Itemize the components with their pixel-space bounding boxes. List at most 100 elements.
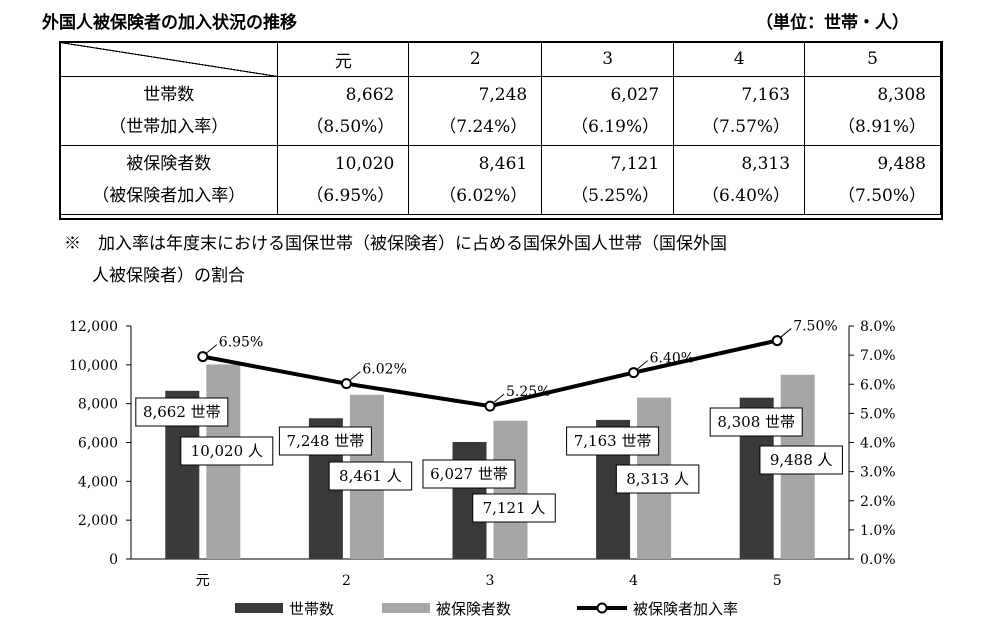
cell-rate: （6.95%） [306, 186, 395, 206]
rate-data-label: 6.40% [650, 351, 694, 367]
bar-label-households: 7,163 世帯 [574, 432, 652, 450]
bar-label-insured: 9,488 人 [770, 451, 833, 469]
cell-rate: （6.02%） [439, 186, 528, 206]
legend-label: 世帯数 [289, 600, 334, 618]
cell-value: 8,308 [877, 85, 926, 105]
bar-label-households: 8,662 世帯 [143, 403, 221, 421]
table-header-row: 元 2 3 4 5 [58, 41, 941, 77]
cell-value: 8,662 [345, 85, 395, 105]
cell-rate: （6.40%） [702, 186, 791, 206]
legend-swatch-insured [382, 603, 430, 613]
row-label-sub: （世帯加入率） [109, 117, 229, 137]
rate-data-label: 5.25% [506, 384, 550, 400]
footnote-line: 人被保険者）の割合 [92, 266, 245, 286]
rate-data-label: 6.02% [362, 362, 406, 378]
table-cell: 8,313 （6.40%） [673, 145, 806, 215]
rate-marker [484, 400, 496, 412]
y-left-tick-label: 4,000 [78, 474, 118, 490]
y-right-tick-label: 6.0% [860, 377, 896, 393]
y-left-tick-label: 6,000 [78, 436, 118, 452]
row-label: 被保険者数 （被保険者加入率） [58, 145, 279, 215]
y-right-tick-label: 8.0% [860, 319, 896, 335]
cell-value: 7,248 [478, 85, 528, 105]
table-cell: 7,163 （7.57%） [673, 76, 806, 146]
bar-label-insured-box [180, 436, 274, 466]
y-left-tick-label: 8,000 [78, 397, 118, 413]
y-right-tick-label: 1.0% [860, 523, 896, 539]
bar-label-insured: 7,121 人 [483, 499, 546, 517]
bar-label-insured-box [615, 464, 700, 494]
unit-label: （単位：世帯・人） [756, 13, 909, 33]
bar-label-insured-box [472, 493, 556, 523]
bar-label-households-box [566, 426, 660, 456]
y-left-tick-label: 0 [109, 552, 118, 568]
x-tick-label: 3 [486, 573, 495, 589]
bar-label-households: 8,308 世帯 [717, 413, 795, 431]
page-title: 外国人被保険者の加入状況の推移 [42, 13, 297, 33]
bar-label-households: 6,027 世帯 [430, 465, 508, 483]
rate-marker [628, 367, 640, 379]
y-right-tick-label: 7.0% [860, 348, 896, 364]
cell-rate: （7.57%） [702, 117, 791, 137]
row-label-sub: （被保険者加入率） [92, 186, 246, 206]
table-cell: 10,020 （6.95%） [277, 145, 410, 215]
y-right-tick-label: 2.0% [860, 494, 896, 510]
footnote-line: ※ 加入率は年度末における国保世帯（被保険者）に占める国保外国人世帯（国保外国 [64, 234, 727, 254]
table-cell: 6,027 （6.19%） [541, 76, 675, 146]
bar-label-insured-box [328, 461, 413, 491]
y-left-tick-label: 10,000 [69, 358, 118, 374]
bar-label-insured: 8,313 人 [626, 470, 689, 488]
table-cell: 7,121 （5.25%） [541, 145, 675, 215]
rate-marker [340, 378, 352, 390]
y-left-tick-label: 2,000 [78, 513, 118, 529]
row-label-main: 世帯数 [143, 85, 195, 105]
y-left-tick-label: 12,000 [69, 319, 118, 335]
x-tick-label: 2 [342, 573, 351, 589]
cell-rate: （7.50%） [837, 186, 926, 206]
cell-rate: （5.25%） [571, 186, 660, 206]
cell-rate: （8.50%） [306, 117, 395, 137]
bar-label-insured-box [759, 445, 843, 475]
x-tick-label: 5 [773, 573, 782, 589]
x-tick-label: 元 [196, 573, 210, 589]
cell-value: 6,027 [610, 85, 660, 105]
cell-value: 9,488 [877, 154, 926, 174]
rate-label-leader [636, 360, 648, 370]
bar-label-households: 7,248 世帯 [287, 432, 365, 450]
corner-cell [58, 41, 279, 77]
cell-rate: （8.91%） [837, 117, 926, 137]
rate-label-leader [205, 344, 218, 354]
table-cell: 8,461 （6.02%） [408, 145, 543, 215]
rate-label-leader [349, 371, 361, 382]
bar-label-insured: 10,020 人 [191, 442, 263, 460]
cell-rate: （6.19%） [571, 117, 660, 137]
table-cell: 9,488 （7.50%） [804, 145, 941, 215]
cell-value: 10,020 [334, 154, 395, 174]
cell-value: 8,313 [741, 154, 791, 174]
bar-label-households-box [709, 407, 803, 437]
y-right-tick-label: 3.0% [860, 465, 896, 481]
footnote: ※ 加入率は年度末における国保世帯（被保険者）に占める国保外国人世帯（国保外国 … [64, 228, 944, 292]
rate-label-leader [779, 328, 792, 338]
cell-value: 8,461 [478, 154, 528, 174]
cell-value: 7,121 [610, 154, 660, 174]
rate-marker [197, 351, 209, 363]
rate-label-leader [492, 393, 505, 404]
table-cell: 8,662 （8.50%） [277, 76, 410, 146]
row-label: 世帯数 （世帯加入率） [58, 76, 279, 146]
y-right-tick-label: 4.0% [860, 436, 896, 452]
rate-data-label: 7.50% [793, 319, 837, 335]
table-cell: 7,248 （7.24%） [408, 76, 543, 146]
bar-label-households-box [422, 459, 516, 489]
bar-label-households-box [135, 397, 229, 427]
x-tick-label: 4 [629, 573, 638, 589]
bar-label-households-box [278, 426, 372, 456]
legend-label: 被保険者数 [436, 600, 511, 618]
legend-marker-rate [596, 602, 608, 614]
bar-label-insured: 8,461 人 [339, 467, 402, 485]
table-row-insured: 被保険者数 （被保険者加入率） 10,020 （6.95%） 8,461 （6.… [58, 145, 941, 215]
data-table: 元 2 3 4 5 世帯数 （世帯加入率） 8,662 （8.50%） 7,24… [58, 41, 941, 215]
legend-swatch-households [235, 603, 283, 613]
y-right-tick-label: 5.0% [860, 406, 896, 422]
